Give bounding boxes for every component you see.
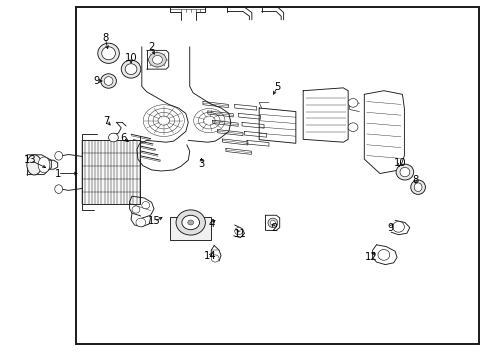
Text: 2: 2: [148, 42, 155, 52]
Text: 4: 4: [208, 219, 214, 229]
Ellipse shape: [125, 64, 137, 75]
Ellipse shape: [27, 155, 41, 175]
Text: 13: 13: [24, 155, 37, 165]
Bar: [82, 140, 140, 204]
Ellipse shape: [182, 215, 199, 230]
Text: 6: 6: [120, 132, 126, 143]
Ellipse shape: [234, 228, 242, 235]
Ellipse shape: [347, 99, 357, 107]
Text: 14: 14: [203, 251, 216, 261]
Ellipse shape: [152, 55, 162, 64]
Ellipse shape: [148, 53, 166, 67]
Ellipse shape: [38, 157, 50, 173]
Ellipse shape: [136, 218, 145, 227]
Ellipse shape: [101, 74, 116, 88]
Text: 8: 8: [102, 33, 108, 43]
Ellipse shape: [377, 249, 389, 260]
Ellipse shape: [102, 47, 115, 60]
Bar: [76, 7, 478, 344]
Text: 15: 15: [147, 216, 160, 226]
Text: 7: 7: [103, 116, 110, 126]
Ellipse shape: [347, 123, 357, 131]
Ellipse shape: [176, 210, 205, 235]
Ellipse shape: [270, 220, 275, 225]
Text: 10: 10: [393, 158, 406, 168]
Text: 9: 9: [386, 222, 393, 233]
Bar: [170, 217, 211, 240]
Ellipse shape: [395, 164, 413, 180]
Text: 10: 10: [124, 53, 137, 63]
Ellipse shape: [410, 180, 425, 194]
Ellipse shape: [55, 152, 62, 160]
Ellipse shape: [187, 220, 193, 225]
Text: 8: 8: [412, 175, 418, 185]
Ellipse shape: [267, 218, 277, 228]
Ellipse shape: [392, 221, 404, 232]
Text: 3: 3: [198, 159, 204, 169]
Ellipse shape: [132, 206, 140, 213]
Ellipse shape: [121, 60, 141, 78]
Ellipse shape: [98, 43, 119, 63]
Text: 11: 11: [234, 229, 246, 239]
Text: 9: 9: [93, 76, 100, 86]
Ellipse shape: [104, 77, 113, 85]
Text: 1: 1: [54, 168, 61, 179]
Ellipse shape: [142, 202, 149, 209]
Ellipse shape: [55, 185, 62, 193]
Text: 5: 5: [274, 82, 281, 92]
Ellipse shape: [413, 183, 421, 192]
Ellipse shape: [399, 167, 409, 177]
Text: 12: 12: [365, 252, 377, 262]
Text: 2: 2: [271, 222, 278, 233]
Ellipse shape: [211, 255, 219, 262]
Ellipse shape: [108, 133, 118, 142]
